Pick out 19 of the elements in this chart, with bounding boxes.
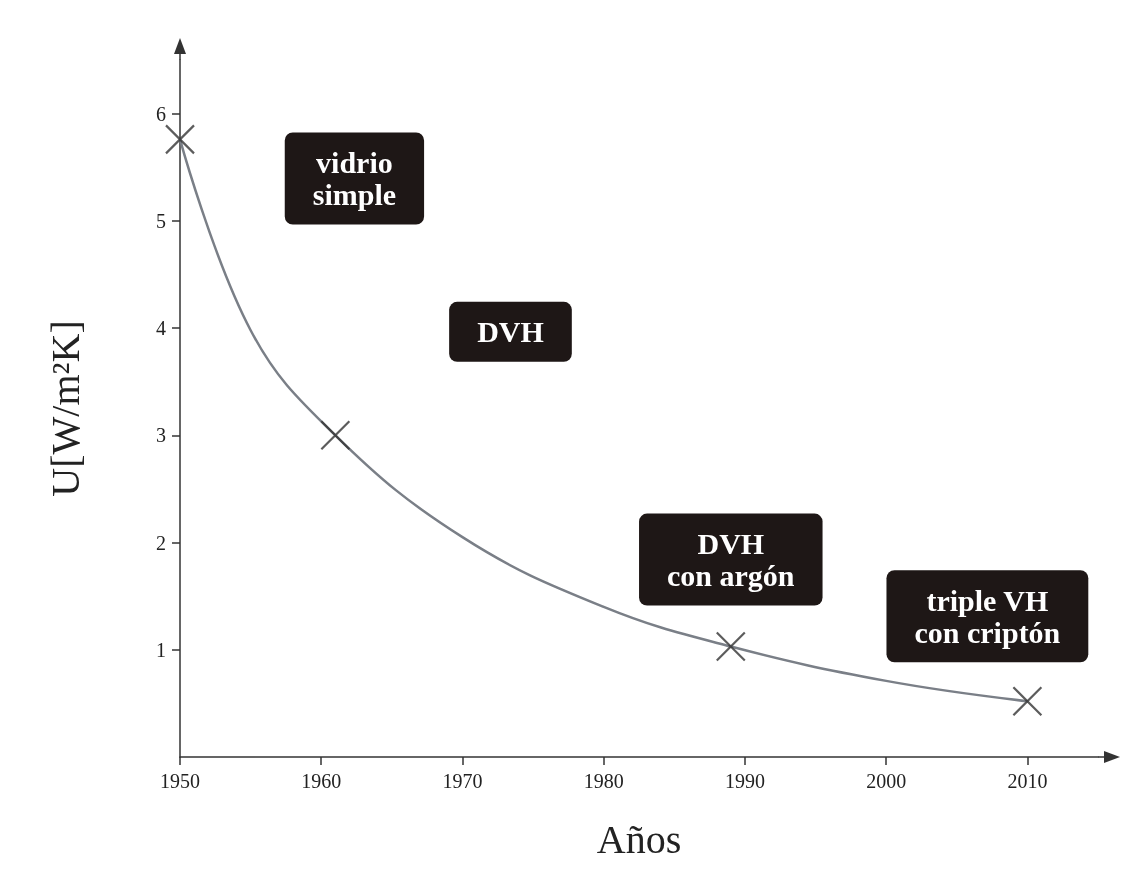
y-tick-label: 1: [156, 638, 166, 661]
annotation: DVH: [477, 315, 544, 349]
x-axis-title: Años: [596, 816, 682, 862]
y-tick-label: 3: [156, 424, 166, 447]
y-tick-label: 2: [156, 531, 166, 554]
y-tick-label: 6: [156, 102, 166, 125]
y-tick-label: 5: [156, 209, 166, 232]
x-tick-label: 1970: [442, 770, 483, 792]
x-tick-label: 1960: [301, 770, 342, 792]
annotation: triple VH con criptón: [914, 583, 1061, 649]
x-tick-label: 1950: [160, 770, 200, 792]
annotation: vidrio simple: [312, 145, 397, 211]
y-tick-label: 4: [156, 317, 166, 340]
y-axis-title: U[W/m²K]: [42, 320, 88, 497]
annotation: DVH con argón: [667, 527, 795, 593]
x-tick-label: 2000: [866, 770, 907, 792]
x-tick-label: 1980: [583, 770, 624, 792]
x-tick-label: 1990: [724, 770, 765, 792]
x-tick-label: 2010: [1007, 770, 1048, 792]
